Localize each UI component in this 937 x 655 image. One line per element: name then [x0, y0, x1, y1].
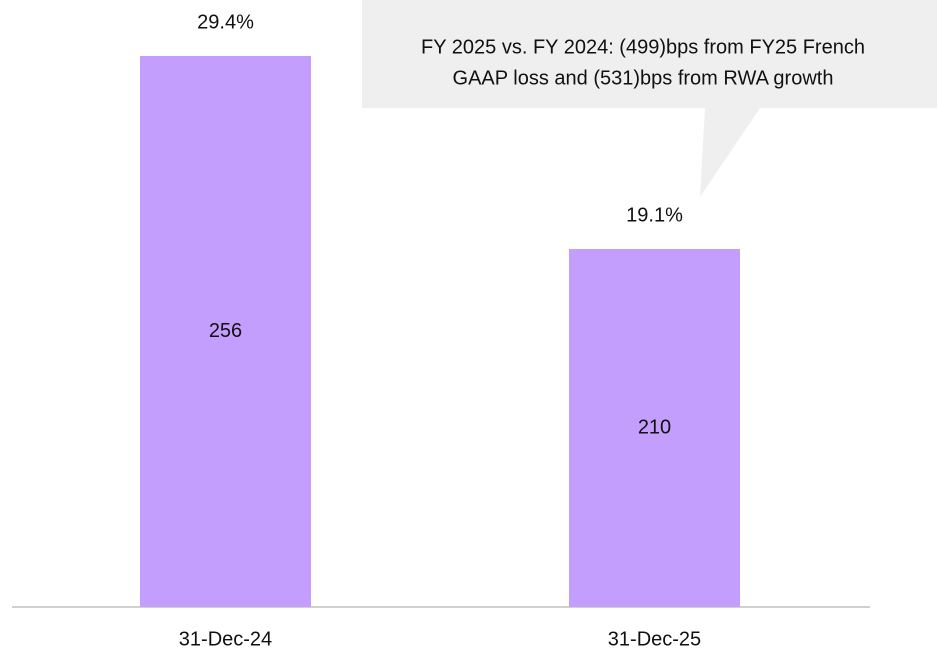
x-tick-label: 31-Dec-25: [608, 628, 701, 650]
bar: [569, 249, 740, 607]
bar-label: 256: [209, 320, 242, 342]
annotation-line: FY 2025 vs. FY 2024: (499)bps from FY25 …: [421, 36, 865, 58]
annotation-line: GAAP loss and (531)bps from RWA growth: [453, 67, 834, 89]
bar: [140, 56, 311, 607]
value-label: 19.1%: [626, 204, 683, 226]
bar-label: 210: [638, 416, 671, 438]
value-label: 29.4%: [197, 11, 254, 33]
annotation-callout: [362, 0, 937, 197]
x-tick-label: 31-Dec-24: [179, 628, 272, 650]
